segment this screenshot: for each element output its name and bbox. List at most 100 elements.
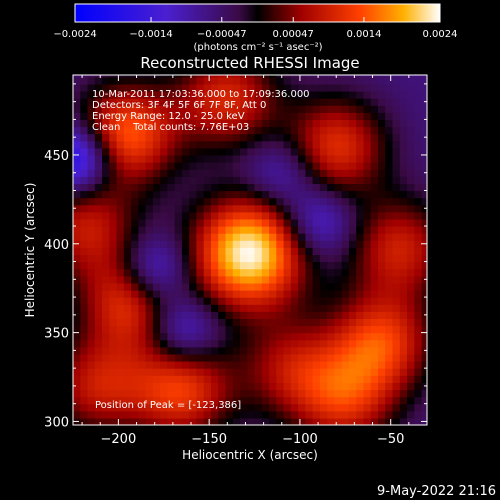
heatmap-cell — [211, 339, 219, 348]
heatmap-cell — [102, 417, 110, 425]
heatmap-cell — [269, 197, 277, 206]
heatmap-cell — [276, 147, 285, 156]
heatmap-cell — [189, 290, 198, 298]
heatmap-cell — [211, 75, 219, 78]
heatmap-cell — [290, 297, 299, 305]
heatmap-cell — [109, 162, 118, 170]
heatmap-cell — [392, 176, 401, 184]
heatmap-cell — [218, 91, 227, 99]
heatmap-cell — [290, 154, 299, 163]
heatmap-cell — [269, 240, 277, 248]
heatmap-cell — [87, 417, 96, 425]
heatmap-cell — [80, 375, 89, 383]
heatmap-cell — [327, 133, 336, 142]
heatmap-cell — [363, 368, 372, 376]
heatmap-cell — [145, 325, 154, 334]
heatmap-cell — [370, 297, 379, 305]
heatmap-cell — [414, 140, 423, 149]
heatmap-cell — [160, 389, 168, 398]
heatmap-cell — [276, 247, 285, 255]
heatmap-cell — [189, 204, 198, 213]
heatmap-cell — [269, 282, 277, 291]
heatmap-cell — [211, 368, 219, 376]
heatmap-cell — [152, 76, 161, 85]
heatmap-cell — [240, 112, 248, 120]
heatmap-cell — [160, 133, 168, 142]
heatmap-cell — [407, 318, 415, 327]
heatmap-cell — [334, 275, 343, 284]
heatmap-cell — [319, 339, 328, 348]
heatmap-cell — [138, 332, 147, 341]
heatmap-cell — [269, 76, 277, 85]
heatmap-cell — [319, 91, 328, 99]
peak-position-label: Position of Peak = [-123,386] — [95, 400, 241, 411]
annotation-energy: Energy Range: 12.0 - 25.0 keV — [92, 111, 245, 122]
heatmap-cell — [254, 339, 263, 348]
heatmap-cell — [319, 112, 328, 120]
heatmap-cell — [319, 140, 328, 149]
heatmap-cell — [73, 190, 81, 199]
heatmap-cell — [312, 133, 321, 142]
heatmap-cell — [407, 154, 415, 163]
heatmap-cell — [276, 226, 285, 234]
heatmap-cell — [211, 375, 219, 383]
heatmap-cell — [261, 403, 270, 412]
heatmap-cell — [356, 261, 365, 270]
heatmap-cell — [138, 190, 147, 199]
heatmap-cell — [87, 282, 96, 291]
heatmap-cell — [152, 197, 161, 206]
heatmap-cell — [225, 133, 234, 142]
heatmap-cell — [269, 119, 277, 128]
heatmap-cell — [399, 112, 408, 120]
heatmap-cell — [399, 91, 408, 99]
heatmap-cell — [174, 211, 183, 220]
heatmap-cell — [269, 204, 277, 213]
heatmap-cell — [116, 332, 125, 341]
heatmap-cell — [385, 98, 394, 106]
heatmap-cell — [341, 396, 350, 405]
heatmap-cell — [123, 83, 132, 92]
heatmap-cell — [145, 268, 154, 277]
heatmap-cell — [392, 140, 401, 149]
heatmap-cell — [407, 98, 415, 106]
heatmap-cell — [189, 162, 198, 170]
heatmap-cell — [203, 396, 212, 405]
heatmap-cell — [370, 119, 379, 128]
heatmap-cell — [189, 190, 198, 199]
heatmap-cell — [348, 140, 357, 149]
heatmap-cell — [327, 332, 336, 341]
heatmap-cell — [334, 133, 343, 142]
heatmap-cell — [334, 75, 343, 78]
heatmap-cell — [109, 361, 118, 369]
heatmap-cell — [283, 76, 292, 85]
heatmap-cell — [348, 297, 357, 305]
heatmap-cell — [283, 233, 292, 241]
heatmap-cell — [407, 183, 415, 192]
heatmap-cell — [305, 76, 314, 85]
heatmap-cell — [102, 133, 110, 142]
heatmap-cell — [261, 396, 270, 405]
heatmap-cell — [290, 368, 299, 376]
heatmap-cell — [341, 339, 350, 348]
heatmap-cell — [94, 226, 103, 234]
heatmap-cell — [312, 91, 321, 99]
heatmap-cell — [283, 112, 292, 120]
heatmap-cell — [290, 389, 299, 398]
heatmap-cell — [152, 211, 161, 220]
heatmap-cell — [392, 76, 401, 85]
heatmap-cell — [196, 119, 205, 128]
heatmap-cell — [94, 304, 103, 312]
heatmap-cell — [167, 382, 176, 391]
heatmap-cell — [94, 361, 103, 369]
heatmap-cell — [94, 76, 103, 85]
heatmap-cell — [334, 76, 343, 85]
heatmap-cell — [73, 105, 81, 113]
heatmap-cell — [327, 233, 336, 241]
heatmap-cell — [232, 154, 241, 163]
heatmap-cell — [240, 247, 248, 255]
heatmap-cell — [145, 83, 154, 92]
heatmap-cell — [283, 75, 292, 78]
heatmap-cell — [363, 162, 372, 170]
heatmap-cell — [247, 197, 256, 206]
heatmap-cell — [167, 304, 176, 312]
